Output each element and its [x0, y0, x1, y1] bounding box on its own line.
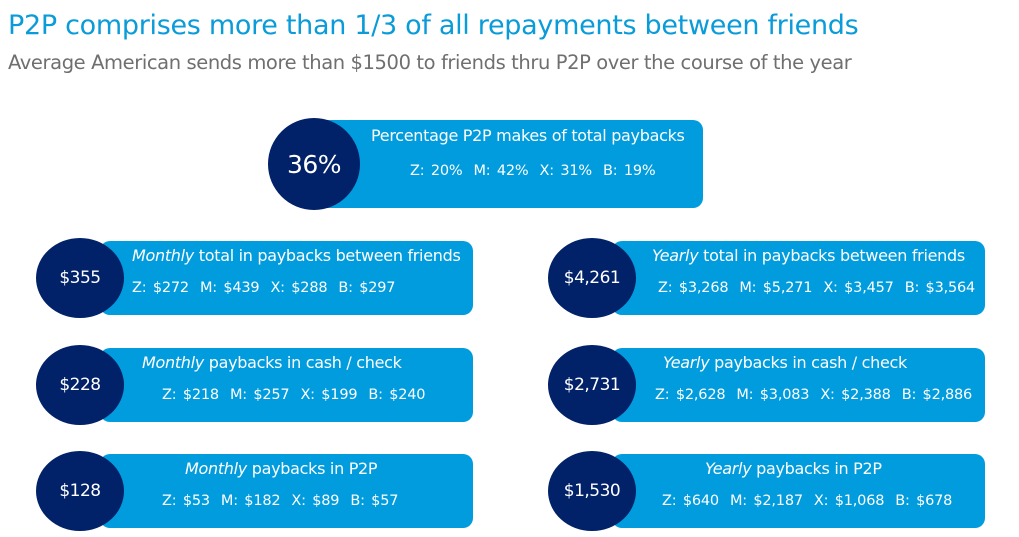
- stat: M: $3,083: [736, 387, 810, 403]
- card-bar: [612, 348, 985, 422]
- heading-text: total in paybacks between friends: [193, 246, 461, 265]
- period-label: Yearly: [705, 459, 752, 478]
- card-value-circle: $4,261: [548, 238, 636, 318]
- stat: X: $2,388: [820, 387, 891, 403]
- card-bar: [310, 120, 703, 208]
- stat: Z: $218: [162, 387, 219, 403]
- card-heading: Percentage P2P makes of total paybacks: [371, 126, 685, 145]
- card-stats: Z: $3,268 M: $5,271 X: $3,457 B: $3,564: [658, 280, 986, 296]
- stat: B: $240: [368, 387, 426, 403]
- card-value-circle: $2,731: [548, 345, 636, 425]
- stat: X: $199: [300, 387, 358, 403]
- stat: M: $439: [199, 280, 260, 296]
- card-heading: Monthly paybacks in P2P: [185, 459, 378, 478]
- heading-text: paybacks in P2P: [751, 459, 882, 478]
- stat: X: $3,457: [823, 280, 894, 296]
- heading-text: paybacks in P2P: [246, 459, 378, 478]
- stat: B: $297: [338, 280, 396, 296]
- card-heading: Monthly paybacks in cash / check: [142, 353, 402, 372]
- page-title: P2P comprises more than 1/3 of all repay…: [8, 10, 859, 41]
- card-stats: Z: $272 M: $439 X: $288 B: $297: [132, 280, 406, 296]
- card-stats: Z: $2,628 M: $3,083 X: $2,388 B: $2,886: [655, 387, 983, 403]
- card-bar: [100, 241, 473, 315]
- stat: Z: 20%: [410, 163, 463, 179]
- card-heading: Monthly total in paybacks between friend…: [132, 246, 461, 265]
- card-bar: [612, 454, 985, 528]
- stat: Z: $2,628: [655, 387, 726, 403]
- card-value-circle: $355: [36, 238, 124, 318]
- page-subtitle: Average American sends more than $1500 t…: [8, 51, 852, 74]
- stat: B: $3,564: [904, 280, 976, 296]
- stat: Z: $272: [132, 280, 189, 296]
- period-label: Monthly: [185, 459, 247, 478]
- period-label: Yearly: [652, 246, 699, 265]
- stat: M: $2,187: [729, 493, 803, 509]
- card-value-circle: 36%: [268, 118, 360, 210]
- stat: B: $678: [895, 493, 953, 509]
- period-label: Monthly: [142, 353, 204, 372]
- card-heading: Yearly paybacks in P2P: [705, 459, 882, 478]
- stat: Z: $53: [162, 493, 210, 509]
- card-value-circle: $1,530: [548, 451, 636, 531]
- stat: X: $1,068: [813, 493, 885, 509]
- stat: M: $182: [220, 493, 281, 509]
- stat: B: 19%: [602, 163, 656, 179]
- heading-text: paybacks in cash / check: [709, 353, 907, 372]
- card-value-circle: $128: [36, 451, 124, 531]
- card-value-circle: $228: [36, 345, 124, 425]
- card-bar: [612, 241, 985, 315]
- card-bar: [100, 348, 473, 422]
- stat: X: $288: [270, 280, 328, 296]
- card-heading: Yearly total in paybacks between friends: [652, 246, 965, 265]
- card-bar: [100, 454, 473, 528]
- card-heading: Yearly paybacks in cash / check: [663, 353, 907, 372]
- stat: Z: $640: [662, 493, 719, 509]
- heading-text: total in paybacks between friends: [698, 246, 965, 265]
- card-stats: Z: $640 M: $2,187 X: $1,068 B: $678: [662, 493, 963, 509]
- stat: M: $5,271: [739, 280, 813, 296]
- stat: Z: $3,268: [658, 280, 729, 296]
- card-stats: Z: $53 M: $182 X: $89 B: $57: [162, 493, 409, 509]
- card-stats: Z: 20% M: 42% X: 31% B: 19%: [410, 163, 666, 179]
- stat: X: $89: [291, 493, 340, 509]
- stat: B: $2,886: [901, 387, 973, 403]
- stat: M: 42%: [473, 163, 529, 179]
- heading-text: paybacks in cash / check: [203, 353, 402, 372]
- period-label: Monthly: [132, 246, 194, 265]
- stat: X: 31%: [539, 163, 593, 179]
- stat: M: $257: [229, 387, 290, 403]
- stat: B: $57: [350, 493, 399, 509]
- card-stats: Z: $218 M: $257 X: $199 B: $240: [162, 387, 436, 403]
- period-label: Yearly: [663, 353, 710, 372]
